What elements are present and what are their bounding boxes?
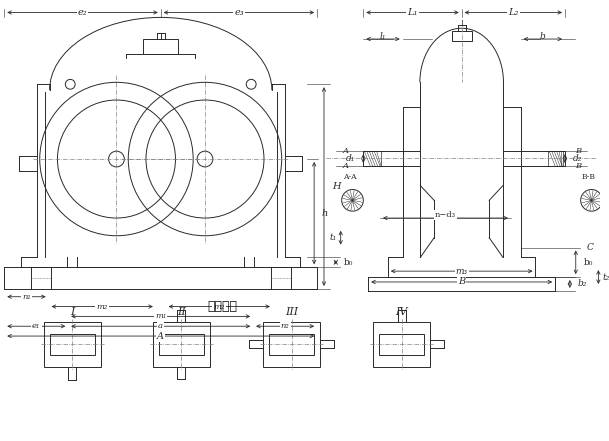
Text: d₁: d₁ (346, 153, 356, 163)
Text: H: H (332, 182, 340, 191)
Bar (452, 31, 471, 41)
Text: C: C (586, 243, 593, 252)
Text: l₁: l₁ (380, 32, 386, 41)
Bar (44, 322, 100, 366)
Text: n−d₃: n−d₃ (435, 211, 456, 219)
Text: a: a (158, 322, 163, 330)
Text: b: b (540, 32, 546, 41)
Bar (153, 322, 210, 366)
Text: I: I (70, 307, 74, 318)
Text: L₁: L₁ (407, 8, 418, 17)
Text: b₀: b₀ (583, 258, 593, 267)
Bar (548, 151, 563, 166)
Text: m₁: m₁ (155, 312, 166, 321)
Text: d₂: d₂ (573, 153, 582, 163)
Text: b₂: b₂ (578, 280, 587, 288)
Text: B: B (458, 277, 465, 287)
Text: II: II (177, 307, 186, 318)
Text: e₂: e₂ (78, 8, 87, 17)
Text: L₂: L₂ (508, 8, 518, 17)
Text: III: III (285, 307, 298, 318)
Bar (269, 334, 314, 355)
Text: IV: IV (395, 307, 408, 318)
Text: B: B (575, 162, 581, 170)
Text: t₂: t₂ (602, 273, 609, 281)
Bar (263, 322, 320, 366)
Text: t₁: t₁ (329, 233, 337, 242)
Text: n₂: n₂ (281, 322, 289, 330)
Text: m₂: m₂ (96, 303, 108, 310)
Text: b₀: b₀ (343, 258, 353, 267)
Text: B-B: B-B (582, 173, 596, 181)
Text: A: A (343, 162, 349, 170)
Bar (379, 334, 424, 355)
Bar (373, 322, 430, 366)
Bar (159, 334, 204, 355)
Text: e₁: e₁ (32, 322, 40, 330)
Bar (143, 39, 178, 54)
Text: A: A (343, 147, 349, 155)
Bar (364, 151, 381, 166)
Text: h: h (322, 209, 328, 217)
Text: m₂: m₂ (214, 303, 225, 310)
Text: 装配型式: 装配型式 (208, 300, 238, 313)
Text: A: A (157, 332, 164, 340)
Bar (49, 334, 95, 355)
Text: B: B (575, 147, 581, 155)
Text: e₃: e₃ (234, 8, 244, 17)
Text: m₃: m₃ (456, 267, 468, 276)
Text: A-A: A-A (343, 173, 356, 181)
Text: n₁: n₁ (22, 293, 31, 301)
